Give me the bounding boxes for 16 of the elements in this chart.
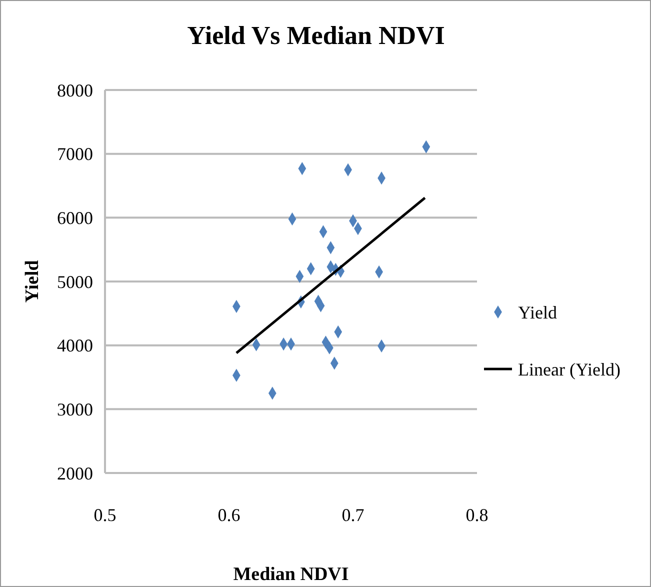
x-tick-label: 0.5 [94,505,116,525]
y-tick-label: 4000 [57,336,93,356]
x-tick-label: 0.8 [466,505,488,525]
legend-label: Yield [518,302,557,322]
x-axis-title: Median NDVI [233,564,349,585]
y-tick-label: 2000 [57,463,93,484]
legend-label: Linear (Yield) [518,359,620,380]
chart-title: Yield Vs Median NDVI [187,21,445,50]
y-tick-label: 7000 [57,144,93,164]
x-tick-label: 0.6 [218,505,240,525]
y-tick-label: 3000 [57,399,93,420]
y-axis-title: Yield [22,260,43,303]
y-tick-label: 8000 [57,80,93,100]
x-tick-label: 0.7 [342,505,364,525]
y-tick-label: 5000 [57,272,93,292]
y-tick-label: 6000 [57,208,93,228]
